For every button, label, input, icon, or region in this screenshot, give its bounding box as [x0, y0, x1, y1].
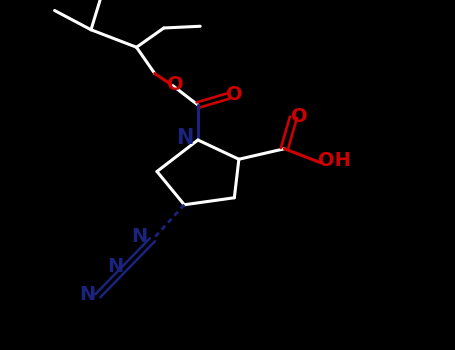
- Text: N: N: [80, 285, 96, 303]
- Text: N: N: [131, 228, 148, 246]
- Text: N: N: [107, 257, 123, 275]
- Text: OH: OH: [318, 152, 351, 170]
- Text: O: O: [167, 75, 183, 93]
- Text: O: O: [226, 85, 243, 104]
- Text: O: O: [291, 107, 308, 126]
- Text: N: N: [177, 128, 194, 148]
